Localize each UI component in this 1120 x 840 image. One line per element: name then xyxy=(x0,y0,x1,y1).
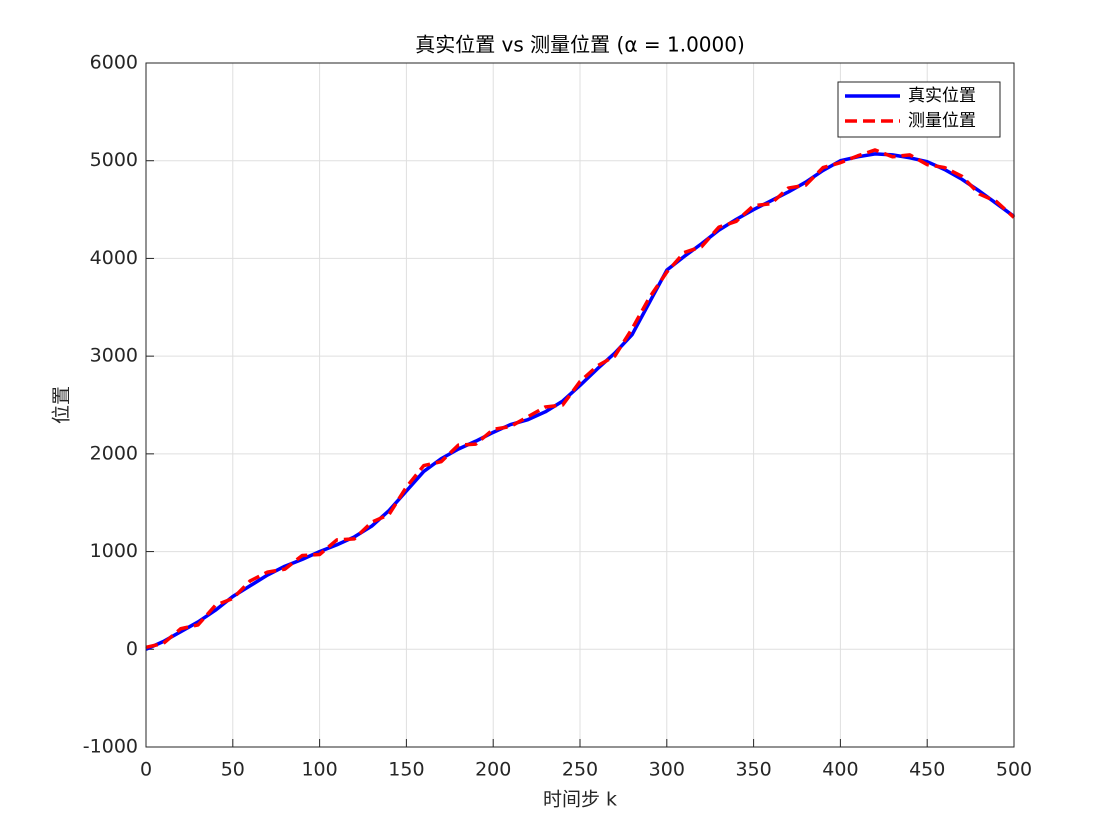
axes-box xyxy=(145,62,1015,748)
y-tick-label: -1000 xyxy=(83,736,138,758)
y-tick-label: 5000 xyxy=(90,149,138,171)
x-tick-label: 350 xyxy=(735,759,771,781)
y-axis-label: 位置 xyxy=(51,386,73,424)
x-tick-label: 300 xyxy=(649,759,685,781)
x-axis-label: 时间步 k xyxy=(543,789,617,811)
y-tick-label: 2000 xyxy=(90,442,138,464)
x-tick-label: 250 xyxy=(562,759,598,781)
x-tick-label: 50 xyxy=(221,759,245,781)
x-tick-label: 450 xyxy=(909,759,945,781)
legend-label: 测量位置 xyxy=(908,111,976,131)
x-tick-label: 200 xyxy=(475,759,511,781)
legend-label: 真实位置 xyxy=(908,86,976,106)
y-tick-label: 3000 xyxy=(90,345,138,367)
y-tick-label: 0 xyxy=(126,638,138,660)
x-tick-label: 0 xyxy=(140,759,152,781)
y-tick-label: 6000 xyxy=(90,52,138,74)
y-tick-label: 4000 xyxy=(90,247,138,269)
y-tick-label: 1000 xyxy=(90,540,138,562)
x-tick-label: 500 xyxy=(996,759,1032,781)
x-tick-label: 400 xyxy=(822,759,858,781)
x-tick-label: 100 xyxy=(301,759,337,781)
chart-title: 真实位置 vs 测量位置 (α = 1.0000) xyxy=(415,33,745,57)
x-tick-label: 150 xyxy=(388,759,424,781)
series-line xyxy=(145,148,1016,650)
legend-box xyxy=(837,81,1001,138)
